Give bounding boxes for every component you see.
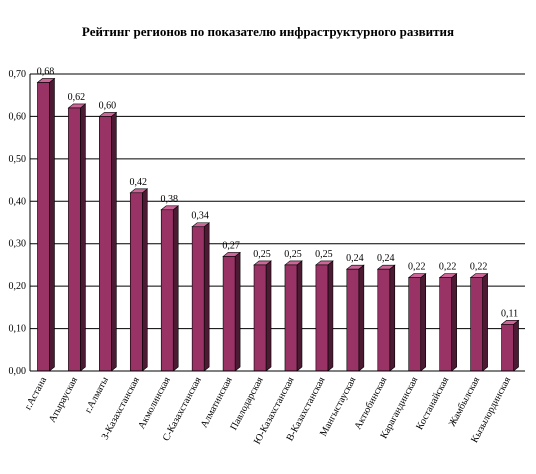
data-label: 0,25 bbox=[253, 249, 271, 260]
bar bbox=[500, 319, 520, 372]
y-tick-label: 0,50 bbox=[9, 154, 27, 165]
bar bbox=[129, 188, 149, 372]
category-label: Костанайская bbox=[414, 375, 451, 432]
data-label: 0,25 bbox=[284, 249, 302, 260]
bar-side bbox=[172, 205, 179, 372]
bar-side bbox=[327, 260, 334, 372]
bar-front bbox=[501, 324, 514, 372]
bar-front bbox=[408, 277, 422, 372]
bar-front bbox=[346, 268, 360, 372]
bar bbox=[315, 260, 334, 372]
data-label: 0,11 bbox=[501, 308, 518, 319]
y-tick-label: 0,10 bbox=[9, 324, 27, 335]
bar bbox=[376, 264, 396, 372]
bar bbox=[284, 260, 303, 372]
bar bbox=[98, 111, 118, 372]
bar bbox=[191, 222, 211, 372]
bar-front bbox=[439, 277, 452, 372]
bar bbox=[160, 205, 180, 372]
bar-side bbox=[265, 260, 272, 372]
y-tick-label: 0,60 bbox=[9, 111, 27, 122]
bar-side bbox=[513, 319, 519, 372]
y-tick-label: 0,00 bbox=[9, 366, 27, 377]
bar-front bbox=[222, 256, 236, 372]
bar-front bbox=[99, 116, 112, 372]
bar-front bbox=[68, 107, 81, 372]
y-axis: 0,00 0,10 0,20 0,30 0,40 0,50 0,60 0,70 bbox=[9, 69, 31, 377]
bars-group: 0,68 0,62 0,60 0,42 0,38 0,34 0,27 0,25 0,25 0,25… bbox=[36, 66, 520, 372]
bar-front bbox=[253, 264, 267, 372]
bar-side bbox=[80, 103, 86, 372]
data-label: 0,38 bbox=[160, 194, 178, 205]
data-label: 0,27 bbox=[222, 240, 240, 251]
bar-side bbox=[141, 188, 148, 372]
bar bbox=[222, 251, 241, 372]
chart-title: Рейтинг регионов по показателю инфрастру… bbox=[82, 24, 454, 39]
category-label: Атырауская bbox=[47, 375, 80, 425]
bar bbox=[345, 264, 365, 372]
bar bbox=[67, 103, 87, 372]
bar-front bbox=[37, 82, 50, 372]
bar-front bbox=[129, 192, 143, 372]
data-label: 0,24 bbox=[346, 253, 364, 264]
category-label: г.Астана bbox=[23, 375, 50, 412]
bar-side bbox=[49, 77, 55, 372]
data-label: 0,60 bbox=[99, 100, 117, 111]
bar-front bbox=[284, 264, 298, 372]
bar-side bbox=[234, 251, 241, 372]
bar-front bbox=[470, 277, 483, 372]
category-label: Алматинская bbox=[199, 375, 235, 430]
y-tick-label: 0,20 bbox=[9, 281, 27, 292]
category-label: Акмолинская bbox=[136, 375, 173, 431]
data-label: 0,22 bbox=[408, 262, 426, 273]
y-tick-label: 0,30 bbox=[9, 239, 27, 250]
bar-front bbox=[315, 264, 329, 372]
bar-side bbox=[296, 260, 303, 372]
bar-side bbox=[358, 264, 365, 372]
data-label: 0,24 bbox=[377, 253, 395, 264]
category-label: Жамбылская bbox=[447, 375, 482, 429]
bar-front bbox=[191, 226, 205, 372]
data-label: 0,42 bbox=[130, 177, 148, 188]
bar-side bbox=[451, 273, 457, 372]
bar-side bbox=[203, 222, 210, 372]
data-label: 0,22 bbox=[439, 262, 457, 273]
bar-side bbox=[111, 111, 117, 372]
bar-side bbox=[482, 273, 488, 372]
data-label: 0,34 bbox=[191, 211, 209, 222]
bar bbox=[469, 273, 489, 372]
data-label: 0,68 bbox=[37, 66, 55, 77]
bar bbox=[36, 77, 56, 372]
category-label: г.Алматы bbox=[83, 375, 111, 415]
category-label: Актюбинская bbox=[353, 375, 390, 432]
bar-side bbox=[420, 273, 427, 372]
y-tick-label: 0,40 bbox=[9, 196, 27, 207]
data-label: 0,22 bbox=[470, 262, 488, 273]
data-label: 0,25 bbox=[315, 249, 333, 260]
bar bbox=[253, 260, 272, 372]
bar-front bbox=[160, 209, 174, 372]
bar bbox=[438, 273, 458, 372]
data-label: 0,62 bbox=[68, 92, 86, 103]
bar-side bbox=[389, 264, 396, 372]
bar bbox=[407, 273, 427, 372]
bar-front bbox=[377, 268, 391, 372]
y-tick-label: 0,70 bbox=[9, 69, 27, 80]
